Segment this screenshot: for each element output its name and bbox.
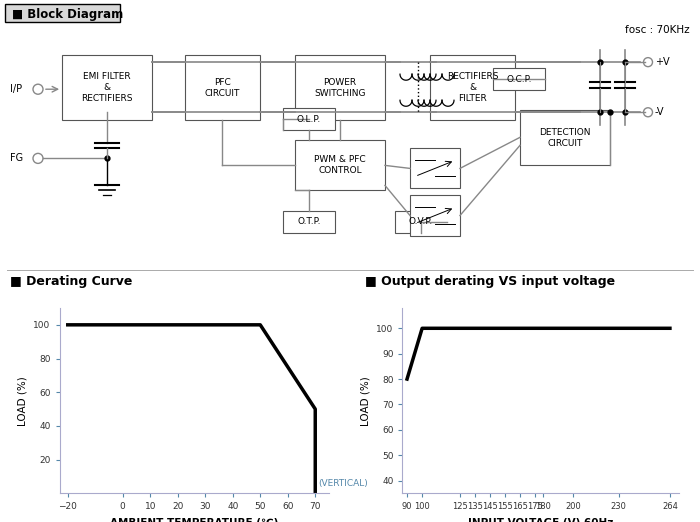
Bar [295, 55, 385, 120]
Text: fosc : 70KHz: fosc : 70KHz [625, 25, 690, 35]
Bar [520, 110, 610, 165]
Text: RECTIFIERS
&
FILTER: RECTIFIERS & FILTER [447, 72, 498, 103]
Bar [62, 55, 152, 120]
Text: O.C.P.: O.C.P. [506, 75, 532, 84]
Bar [283, 108, 335, 130]
Text: ■ Block Diagram: ■ Block Diagram [12, 7, 123, 20]
Bar [185, 55, 260, 120]
Text: I/P: I/P [10, 84, 22, 94]
Text: PWM & PFC
CONTROL: PWM & PFC CONTROL [314, 156, 366, 175]
Bar [5, 4, 120, 22]
Bar [410, 195, 460, 235]
Text: +V: +V [655, 57, 670, 67]
Bar [395, 210, 447, 233]
Text: DETECTION
CIRCUIT: DETECTION CIRCUIT [539, 128, 591, 148]
Text: PFC
CIRCUIT: PFC CIRCUIT [205, 78, 240, 98]
Bar [410, 148, 460, 188]
Text: POWER
SWITCHING: POWER SWITCHING [314, 78, 365, 98]
Text: FG: FG [10, 153, 23, 163]
Bar [283, 210, 335, 233]
Text: EMI FILTER
&
RECTIFIERS: EMI FILTER & RECTIFIERS [81, 72, 133, 103]
Text: ■ Output derating VS input voltage: ■ Output derating VS input voltage [365, 276, 615, 288]
Y-axis label: LOAD (%): LOAD (%) [360, 376, 371, 425]
Bar [493, 68, 545, 90]
Bar [295, 140, 385, 191]
Text: O.L.P.: O.L.P. [297, 115, 321, 124]
Text: O.V.P.: O.V.P. [409, 217, 433, 226]
Bar [430, 55, 515, 120]
Text: ■ Derating Curve: ■ Derating Curve [10, 276, 132, 288]
X-axis label: AMBIENT TEMPERATURE (℃): AMBIENT TEMPERATURE (℃) [110, 518, 279, 522]
Text: (VERTICAL): (VERTICAL) [318, 479, 368, 488]
X-axis label: INPUT VOLTAGE (V) 60Hz: INPUT VOLTAGE (V) 60Hz [468, 518, 613, 522]
Y-axis label: LOAD (%): LOAD (%) [18, 376, 28, 425]
Text: -V: -V [655, 107, 664, 117]
Text: O.T.P.: O.T.P. [298, 217, 321, 226]
